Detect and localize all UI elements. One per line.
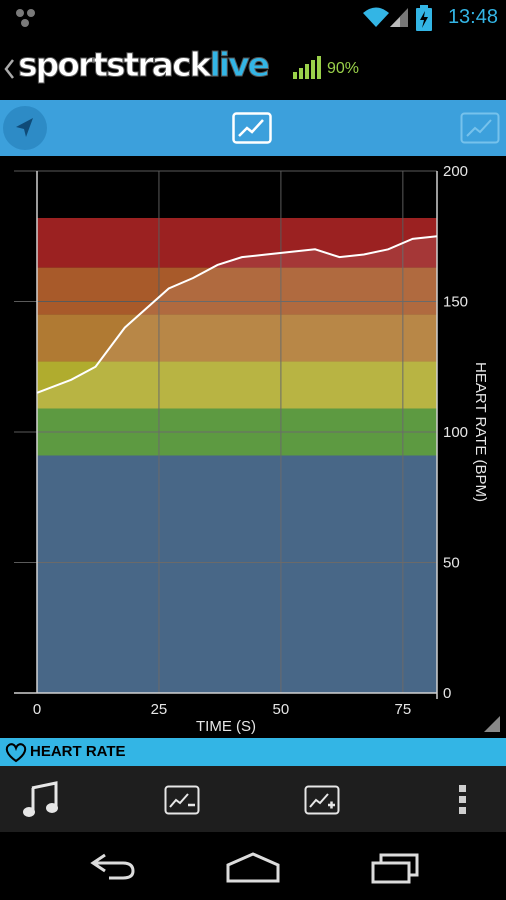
heart-icon: [5, 743, 27, 763]
gps-signal-icon: [293, 56, 321, 79]
zone-band-5: [37, 267, 437, 315]
heart-rate-label: HEART RATE: [30, 743, 126, 760]
x-tick-label: 25: [151, 701, 168, 718]
music-button[interactable]: [20, 778, 64, 822]
chart-view-secondary-button[interactable]: [458, 108, 502, 148]
zone-band-4: [37, 314, 437, 362]
add-chart-icon: [304, 785, 340, 815]
remove-chart-button[interactable]: [160, 780, 204, 820]
back-chevron-icon[interactable]: [3, 58, 17, 80]
chart-area: 0 25 50 75 0 50 100 150 200 TIME (S) HEART RATE (B…: [0, 156, 506, 738]
home-icon: [226, 852, 280, 883]
location-button[interactable]: [0, 103, 50, 153]
overflow-menu-icon: [459, 785, 466, 814]
bottom-toolbar: [0, 766, 506, 832]
series-line: [36, 235, 438, 394]
y-tick-label: 150: [443, 294, 468, 311]
recent-apps-button[interactable]: [364, 848, 426, 888]
remove-chart-icon: [164, 785, 200, 815]
music-note-icon: [23, 781, 58, 817]
add-chart-button[interactable]: [300, 780, 344, 820]
y-tick-label: 200: [443, 163, 468, 180]
app-notification-icon: [16, 9, 35, 27]
zone-band-3: [37, 361, 437, 409]
toolbar: [0, 100, 506, 156]
y-tick-label: 100: [443, 424, 468, 441]
status-bar: 13:48: [0, 0, 506, 36]
x-tick-label: 50: [273, 701, 290, 718]
cell-signal-icon: [390, 8, 408, 27]
overflow-menu-button[interactable]: [448, 780, 478, 820]
logo-text-accent: live: [209, 45, 270, 85]
nav-bar: [0, 832, 506, 900]
heart-rate-label-bar[interactable]: [0, 738, 506, 766]
x-tick-label: 0: [33, 701, 41, 718]
resize-corner-icon[interactable]: [484, 716, 500, 732]
series-area: [37, 236, 437, 693]
chart-view-button[interactable]: [230, 108, 274, 148]
heart-rate-chart: 0 25 50 75 0 50 100 150 200 TIME (S) HEART RATE (B…: [14, 163, 489, 735]
back-icon: [90, 853, 135, 880]
battery-charging-icon: [416, 5, 432, 31]
home-button[interactable]: [222, 848, 284, 888]
x-tick-label: 75: [395, 701, 412, 718]
chart-icon-dim: [460, 112, 500, 144]
app-logo[interactable]: sportstracklive: [17, 45, 270, 85]
logo-text-main: sportstrack: [17, 45, 211, 85]
back-button[interactable]: [82, 846, 142, 886]
location-arrow-icon: [3, 106, 47, 150]
signal-percent: 90%: [327, 60, 360, 77]
chart-icon: [232, 112, 272, 144]
app-bar: [0, 36, 506, 100]
y-tick-label: 50: [443, 555, 460, 572]
status-time: 13:48: [447, 6, 498, 28]
y-axis-label: HEART RATE (BPM): [472, 362, 489, 502]
y-tick-label: 0: [443, 685, 451, 702]
x-axis-label: TIME (S): [196, 718, 256, 735]
recent-apps-icon: [371, 853, 419, 884]
wifi-icon: [363, 7, 389, 27]
zone-band-1: [37, 455, 437, 693]
